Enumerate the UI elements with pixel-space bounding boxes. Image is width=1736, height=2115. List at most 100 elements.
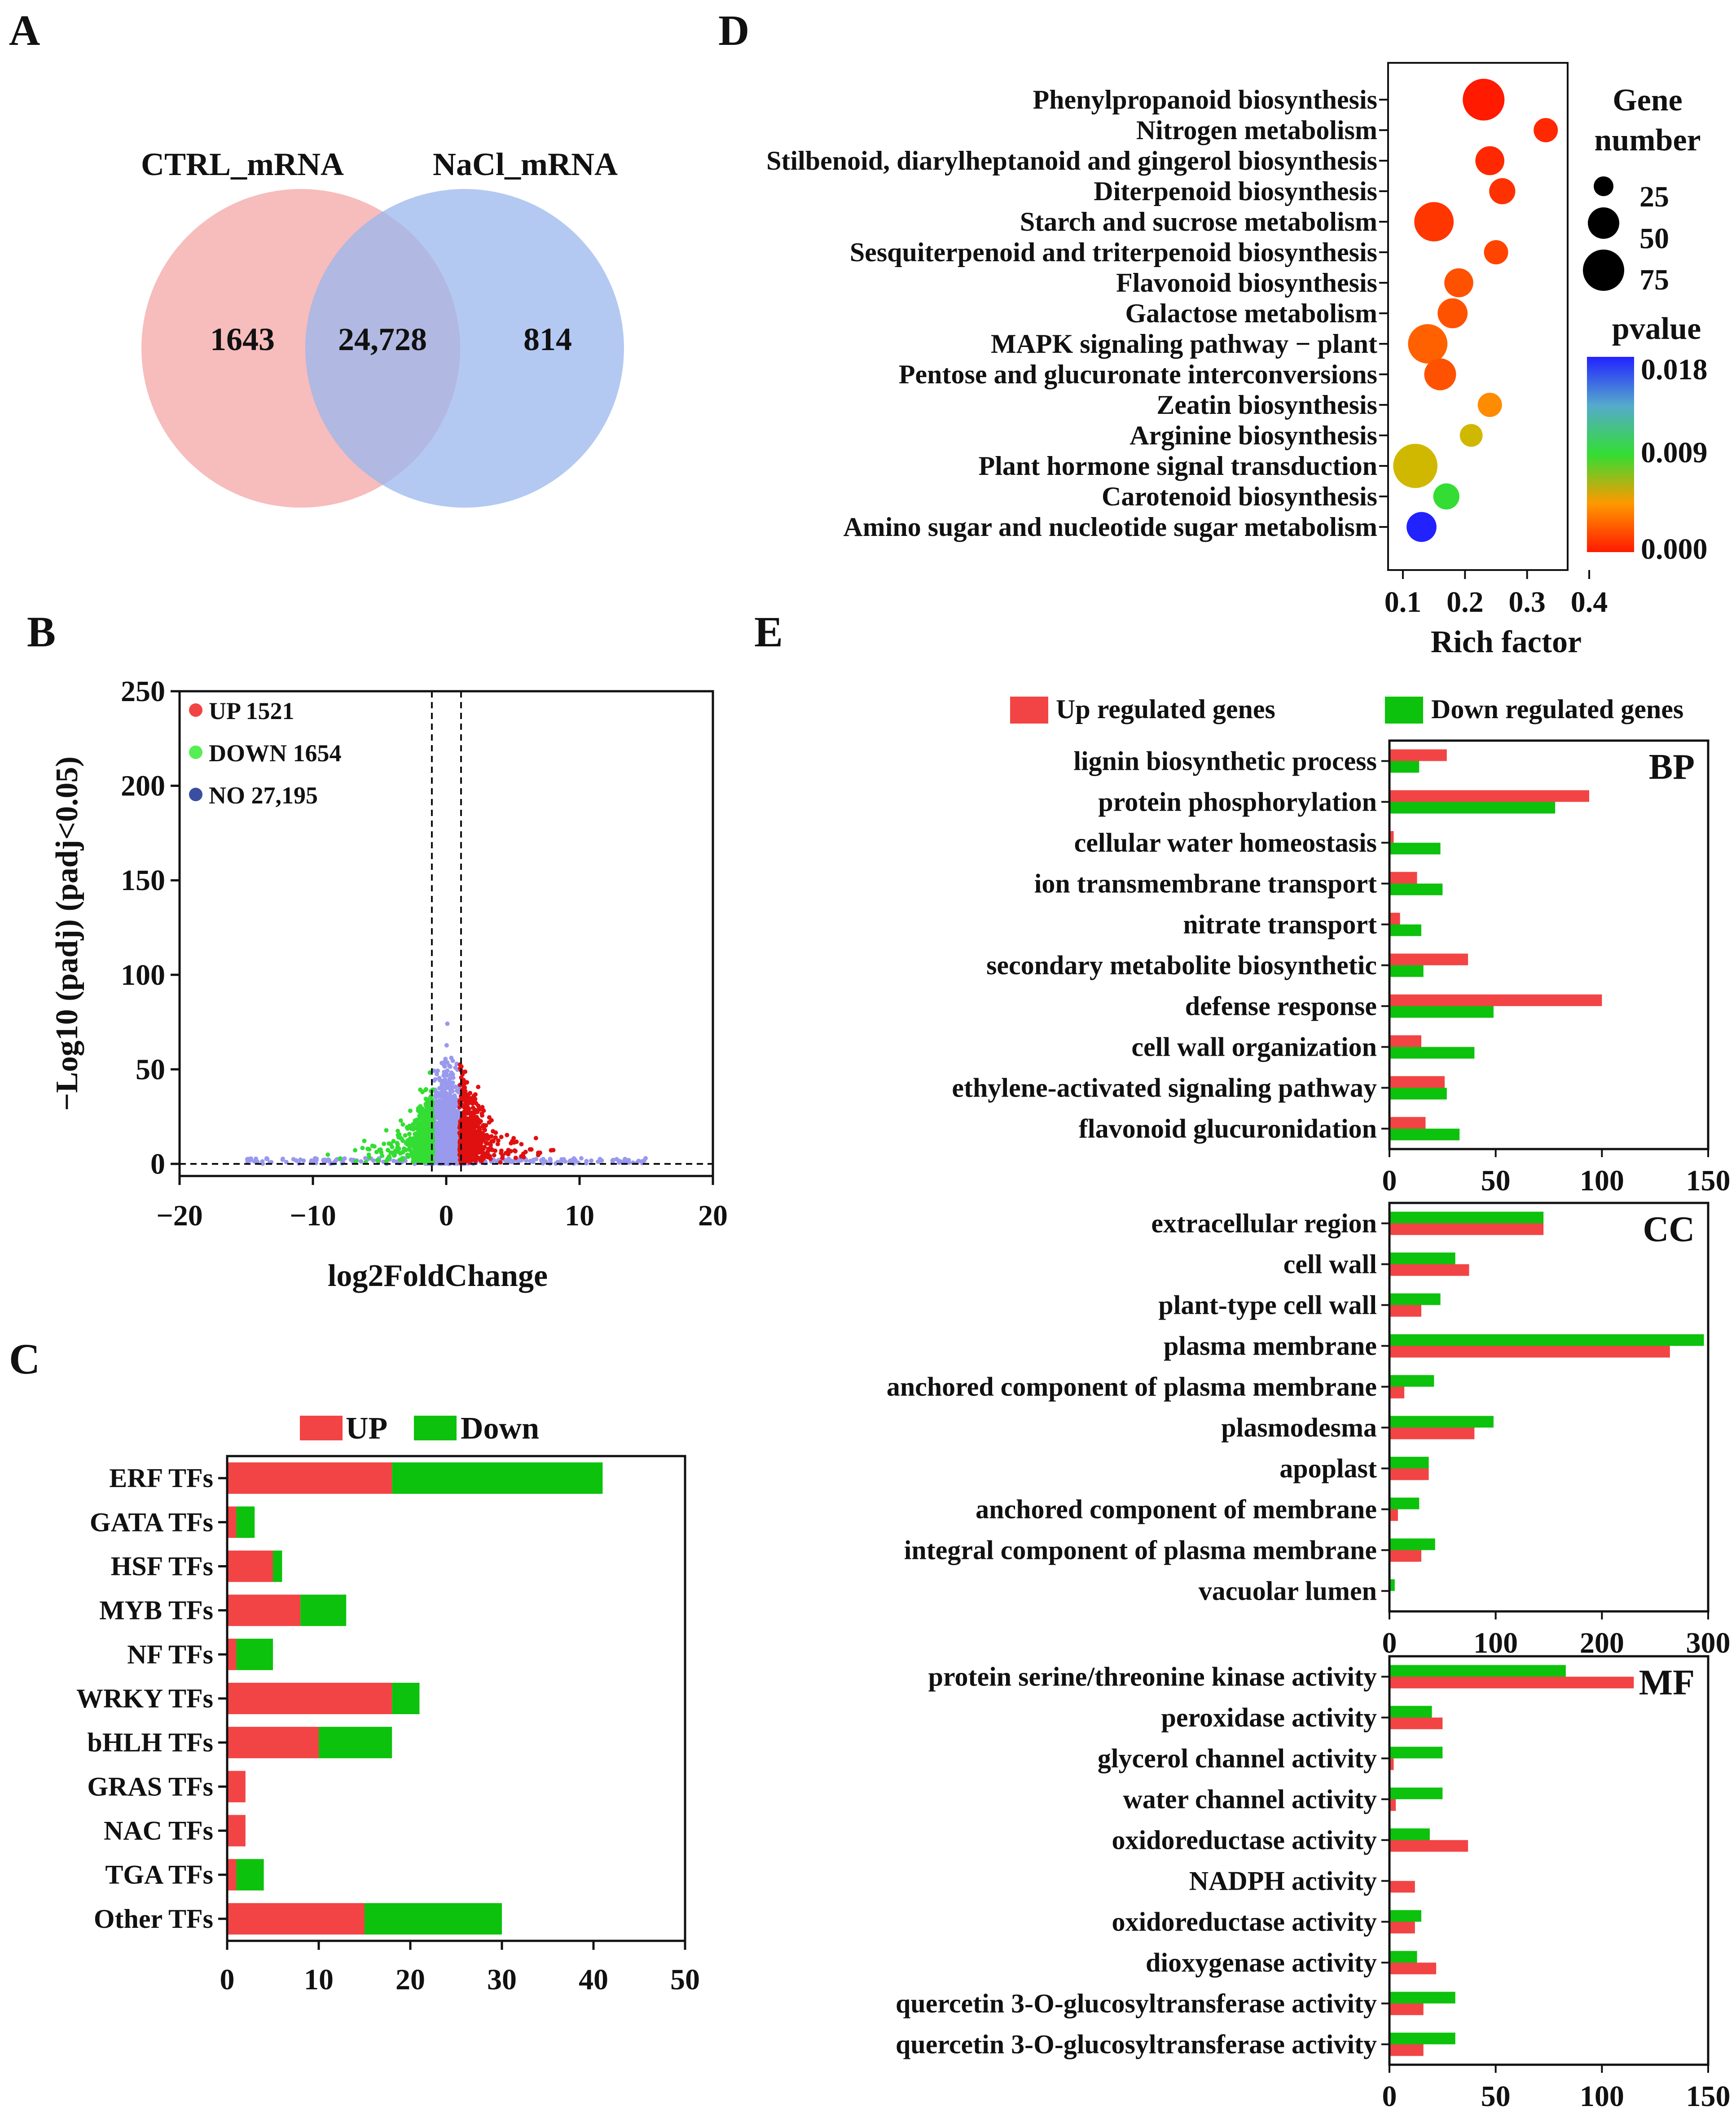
- volcano-point-down: [398, 1136, 403, 1140]
- tf-bar-down: [273, 1550, 282, 1582]
- kegg-pathway-label: Flavonoid biosynthesis: [1116, 268, 1377, 298]
- volcano-point-up: [471, 1123, 476, 1128]
- go-bar-up: [1389, 1223, 1544, 1235]
- volcano-point-down: [427, 1105, 431, 1109]
- go-bar-down: [1389, 1910, 1421, 1922]
- color-legend-title: pvalue: [1612, 312, 1701, 346]
- go-term-label: cell wall: [1283, 1250, 1377, 1279]
- go-x-tick-label: 100: [1580, 1164, 1624, 1197]
- volcano-point-down: [407, 1132, 412, 1136]
- panel-letter-e: E: [754, 608, 783, 656]
- go-bar-up: [1389, 1468, 1429, 1480]
- legend-no-label: NO 27,195: [209, 782, 318, 809]
- volcano-point-down: [420, 1154, 425, 1158]
- volcano-point-no: [441, 1124, 446, 1129]
- go-bar-up: [1389, 1427, 1475, 1439]
- volcano-point-no: [439, 1100, 444, 1105]
- volcano-point-up: [513, 1149, 518, 1154]
- volcano-point-no: [444, 1121, 449, 1126]
- go-bar-up: [1389, 831, 1394, 843]
- go-bar-up: [1389, 1264, 1469, 1276]
- volcano-point-down: [400, 1122, 405, 1127]
- volcano-point-up: [473, 1144, 478, 1149]
- volcano-point-up: [477, 1128, 482, 1132]
- go-bar-down: [1389, 1047, 1475, 1059]
- volcano-point-up: [510, 1139, 515, 1144]
- venn-ctrl-only-count: 1643: [210, 321, 275, 357]
- volcano-point-no: [448, 1082, 453, 1087]
- volcano-point-up: [500, 1155, 505, 1160]
- volcano-point-no: [636, 1158, 641, 1163]
- volcano-point-no: [444, 1043, 449, 1048]
- volcano-point-no: [435, 1068, 440, 1073]
- volcano-point-down: [387, 1155, 392, 1160]
- go-x-tick-label: 50: [1481, 1164, 1511, 1197]
- volcano-point-up: [483, 1135, 488, 1140]
- volcano-point-up: [498, 1160, 503, 1165]
- volcano-point-down: [429, 1138, 434, 1143]
- volcano-point-down: [388, 1141, 393, 1146]
- go-term-label: NADPH activity: [1189, 1866, 1377, 1896]
- go-term-label: vacuolar lumen: [1199, 1576, 1377, 1606]
- volcano-point-no: [434, 1092, 438, 1097]
- volcano-point-no: [452, 1104, 457, 1109]
- venn-nacl-only-count: 814: [523, 321, 572, 357]
- volcano-point-down: [407, 1147, 412, 1152]
- volcano-point-up: [461, 1078, 466, 1083]
- size-legend-title-2: number: [1594, 123, 1701, 158]
- volcano-point-no: [291, 1157, 296, 1162]
- volcano-point-up: [463, 1097, 468, 1101]
- volcano-y-tick-label: 200: [121, 770, 165, 803]
- volcano-point-up: [521, 1151, 526, 1156]
- go-bar-down: [1389, 802, 1556, 814]
- kegg-color-legend: pvalue 0.018 0.009 0.000: [1587, 312, 1708, 566]
- volcano-point-down: [400, 1150, 405, 1155]
- volcano-point-up: [461, 1116, 466, 1121]
- volcano-point-up: [465, 1157, 470, 1162]
- tf-plot-frame: [226, 1455, 686, 1942]
- volcano-point-no: [444, 1150, 449, 1154]
- volcano-point-down: [391, 1139, 396, 1144]
- volcano-point-down: [430, 1118, 435, 1123]
- go-bar-down: [1389, 965, 1424, 977]
- go-bar-down: [1389, 1006, 1494, 1018]
- size-legend-label-75: 75: [1639, 263, 1669, 296]
- tf-category-label: GATA TFs: [90, 1507, 213, 1537]
- go-bar-down: [1389, 1951, 1417, 1963]
- volcano-point-down: [360, 1145, 365, 1150]
- volcano-point-no: [309, 1158, 314, 1163]
- tf-bar-up: [227, 1550, 273, 1582]
- go-bar-down: [1389, 1665, 1566, 1677]
- go-bar-up: [1389, 790, 1589, 802]
- volcano-point-no: [447, 1159, 452, 1164]
- volcano-point-up: [475, 1117, 480, 1122]
- volcano-point-down: [402, 1146, 406, 1151]
- go-bar-up: [1389, 1799, 1396, 1811]
- legend-down-regulated-text: Down regulated genes: [1431, 694, 1683, 724]
- go-term-label: quercetin 3-O-glucosyltransferase activi…: [896, 1989, 1377, 2018]
- volcano-point-down: [395, 1142, 400, 1147]
- volcano-point-up: [480, 1146, 485, 1151]
- tf-category-label: NAC TFs: [104, 1816, 213, 1846]
- go-bar-down: [1389, 1088, 1447, 1100]
- tf-bar-up: [227, 1638, 237, 1670]
- volcano-point-no: [451, 1084, 456, 1089]
- volcano-point-up: [473, 1092, 478, 1097]
- volcano-x-tick-label: 0: [439, 1199, 454, 1232]
- volcano-y-tick-label: 150: [121, 864, 165, 897]
- volcano-point-up: [491, 1129, 496, 1134]
- volcano-point-down: [424, 1152, 429, 1157]
- kegg-bubble: [1463, 79, 1505, 121]
- volcano-point-up: [463, 1069, 468, 1074]
- volcano-point-up: [536, 1150, 541, 1155]
- volcano-point-up: [496, 1138, 501, 1143]
- volcano-y-axis-label: −Log10 (padj) (padj<0.05): [50, 756, 84, 1111]
- volcano-point-no: [455, 1116, 460, 1121]
- go-bar-down: [1389, 1787, 1443, 1799]
- kegg-bubble: [1414, 202, 1454, 241]
- go-bar-up: [1389, 1387, 1405, 1399]
- go-bar-down: [1389, 1579, 1395, 1591]
- volcano-point-no: [544, 1159, 548, 1164]
- volcano-point-down: [367, 1147, 372, 1152]
